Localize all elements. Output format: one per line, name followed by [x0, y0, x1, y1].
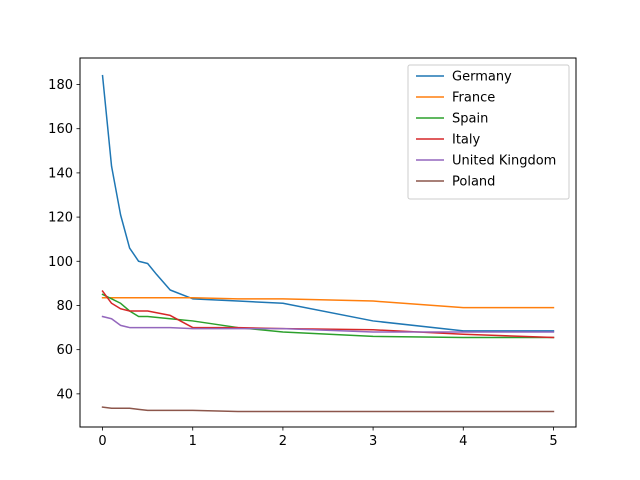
- series-line-italy: [101, 290, 555, 339]
- x-tick-label: 3: [369, 434, 377, 449]
- series-line-france: [101, 296, 555, 309]
- axes-frame: [79, 57, 577, 428]
- series-line-spain: [101, 293, 555, 339]
- legend-label: United Kingdom: [452, 154, 556, 169]
- y-tick-label: 100: [48, 255, 73, 270]
- legend-box: [407, 64, 570, 200]
- legend-label: Italy: [452, 133, 481, 148]
- y-tick-label: 40: [56, 387, 73, 402]
- series-layer: [101, 74, 555, 413]
- y-tick-label: 160: [48, 122, 73, 137]
- legend: Germany France Spain Italy United Kingdom Pol…: [407, 64, 570, 200]
- x-tick-label: 1: [189, 434, 197, 449]
- y-tick-label: 60: [56, 343, 73, 358]
- x-tick-label: 4: [459, 434, 467, 449]
- series-line-poland: [101, 406, 555, 413]
- series-line-germany: [101, 74, 555, 332]
- y-tick-label: 140: [48, 166, 73, 181]
- y-tick-label: 80: [56, 299, 73, 314]
- x-axis: 0 1 2 3 4 5: [98, 427, 558, 449]
- y-axis: 40 60 80 100 120 140 160 180: [48, 78, 80, 402]
- legend-label: Poland: [452, 175, 495, 190]
- y-tick-label: 180: [48, 78, 73, 93]
- y-tick-label: 120: [48, 211, 73, 226]
- x-tick-label: 5: [549, 434, 557, 449]
- legend-label: Germany: [452, 70, 512, 85]
- x-tick-label: 2: [279, 434, 287, 449]
- legend-label: France: [452, 91, 495, 106]
- x-tick-label: 0: [98, 434, 106, 449]
- legend-label: Spain: [452, 112, 488, 127]
- series-line-united-kingdom: [101, 315, 555, 333]
